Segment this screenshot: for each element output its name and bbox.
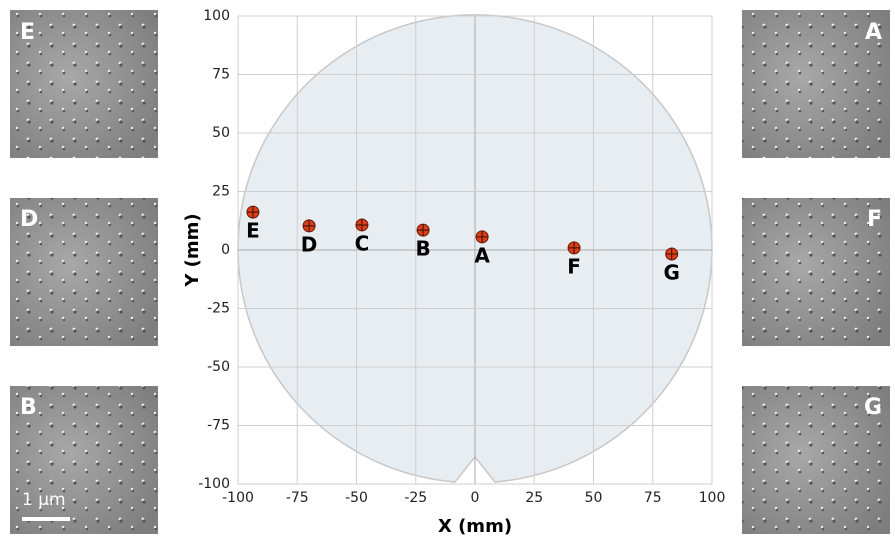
scale-bar-label: 1 µm — [22, 490, 66, 510]
point-label: D — [301, 232, 318, 256]
panel-label: B — [20, 395, 37, 420]
x-tick-label: 50 — [585, 490, 603, 506]
point-cross — [417, 224, 430, 237]
x-tick-label: 100 — [699, 490, 726, 506]
point-label: E — [246, 219, 260, 243]
micrograph-texture — [10, 198, 158, 346]
panel-label: F — [867, 207, 882, 232]
point-cross — [246, 206, 259, 219]
x-tick-label: 0 — [471, 490, 480, 506]
point-cross — [355, 218, 368, 231]
y-axis-label: Y (mm) — [182, 213, 203, 287]
x-tick-label: -100 — [222, 490, 254, 506]
micrograph-texture — [742, 386, 890, 534]
point-cross — [568, 241, 581, 254]
y-tick-label: 100 — [203, 8, 230, 24]
panel-label: D — [20, 207, 38, 232]
panel-label: E — [20, 20, 35, 45]
y-tick-label: -100 — [198, 476, 230, 492]
x-tick-label: 75 — [644, 490, 662, 506]
point-cross — [476, 230, 489, 243]
point-label: A — [474, 243, 490, 267]
plot — [237, 14, 713, 485]
y-tick-label: 75 — [212, 67, 230, 83]
scale-bar — [22, 517, 70, 521]
x-tick-label: -75 — [286, 490, 309, 506]
y-tick-label: 50 — [212, 125, 230, 141]
panel-label: A — [865, 20, 882, 45]
x-tick-label: -25 — [404, 490, 427, 506]
micrograph-texture — [10, 386, 158, 534]
panel-label: G — [864, 395, 882, 420]
point-label: G — [663, 260, 679, 284]
micrographs: E D B A F G 1 µm — [10, 10, 890, 534]
x-axis-label: X (mm) — [438, 516, 512, 537]
micrograph-texture — [10, 10, 158, 158]
micrograph-texture — [742, 10, 890, 158]
point-label: C — [355, 231, 370, 255]
point-cross — [303, 219, 316, 232]
y-tick-label: 0 — [221, 242, 230, 258]
y-tick-label: -75 — [207, 418, 230, 434]
y-tick-label: 25 — [212, 184, 230, 200]
x-tick-label: 25 — [525, 490, 543, 506]
point-label: B — [415, 237, 430, 261]
y-tick-label: -50 — [207, 359, 230, 375]
micrograph-texture — [742, 198, 890, 346]
point-cross — [665, 247, 678, 260]
point-label: F — [567, 254, 581, 278]
x-tick-label: -50 — [345, 490, 368, 506]
y-tick-label: -25 — [207, 301, 230, 317]
